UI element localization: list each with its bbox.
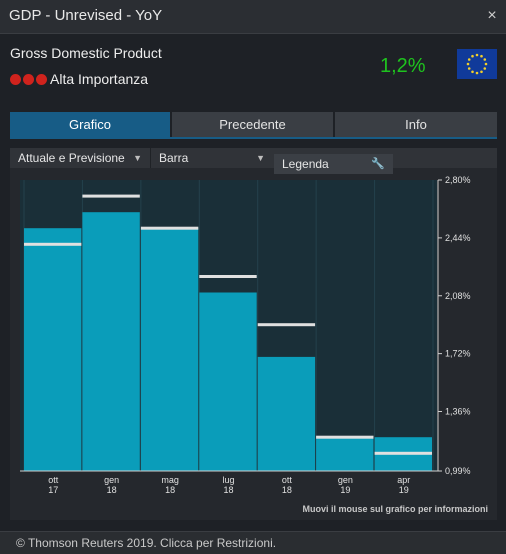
title-bar: GDP - Unrevised - YoY × — [0, 0, 506, 34]
forecast-marker[interactable] — [257, 323, 316, 327]
x-tick-label: mag — [161, 475, 179, 485]
eu-flag-icon — [457, 49, 497, 79]
x-tick-label: gen — [104, 475, 119, 485]
tab-bar: Grafico Precedente Info — [10, 112, 497, 137]
flag-star — [471, 70, 474, 74]
x-tick-label: 18 — [282, 485, 292, 495]
legend-label: Legenda — [282, 157, 329, 171]
indicator-value: 1,2% — [380, 55, 426, 77]
x-tick-label: 18 — [107, 485, 117, 495]
x-tick-label: ott — [282, 475, 293, 485]
importance-dot-icon — [10, 73, 21, 85]
y-tick-label: 1,36% — [445, 407, 471, 417]
wrench-icon: 🔧 — [371, 158, 385, 170]
tab-info[interactable]: Info — [335, 112, 497, 137]
forecast-marker[interactable] — [140, 226, 199, 230]
tab-precedente[interactable]: Precedente — [172, 112, 333, 137]
importance-indicator: Alta Importanza — [10, 71, 148, 87]
y-tick-label: 2,80% — [445, 175, 471, 185]
x-tick-label: lug — [222, 475, 234, 485]
series-dropdown[interactable]: Attuale e Previsione ▼ — [10, 148, 150, 168]
forecast-marker[interactable] — [199, 275, 257, 278]
importance-label: Alta Importanza — [50, 71, 149, 87]
close-icon[interactable]: × — [487, 7, 497, 24]
actual-bar[interactable] — [24, 228, 82, 471]
x-tick-label: 17 — [48, 485, 58, 495]
window-title: GDP - Unrevised - YoY — [9, 7, 163, 24]
chevron-down-icon: ▼ — [133, 153, 142, 163]
x-tick-label: 18 — [165, 485, 175, 495]
series-dropdown-label: Attuale e Previsione — [18, 151, 125, 165]
flag-star — [484, 62, 488, 66]
chart-panel: Attuale e Previsione ▼ Barra ▼ Legenda 🔧… — [10, 148, 497, 520]
actual-bar[interactable] — [140, 228, 199, 471]
y-tick-label: 2,08% — [445, 291, 471, 301]
copyright-link[interactable]: © Thomson Reuters 2019. Clicca per Restr… — [16, 536, 277, 550]
chart-controls: Attuale e Previsione ▼ Barra ▼ — [10, 148, 497, 168]
x-tick-label: ott — [48, 475, 59, 485]
actual-bar[interactable] — [199, 292, 257, 472]
chart-type-dropdown[interactable]: Barra ▼ — [150, 148, 273, 168]
importance-dot-icon — [23, 73, 34, 85]
legend-button[interactable]: Legenda 🔧 — [274, 154, 393, 174]
flag-star — [483, 58, 487, 61]
forecast-marker[interactable] — [374, 451, 432, 455]
y-tick-label: 2,44% — [445, 233, 471, 243]
flag-star — [467, 58, 471, 61]
flag-star — [467, 67, 471, 70]
flag-star — [475, 53, 479, 57]
chart-hint: Muovi il mouse sul grafico per informazi… — [302, 504, 488, 514]
flag-star — [471, 54, 474, 58]
actual-bar[interactable] — [257, 356, 316, 471]
flag-star — [466, 62, 470, 66]
x-tick-label: apr — [397, 475, 410, 485]
tab-underline — [10, 137, 497, 139]
forecast-marker[interactable] — [82, 194, 140, 198]
flag-star — [475, 71, 479, 75]
x-tick-label: 19 — [340, 485, 350, 495]
chevron-down-icon: ▼ — [256, 153, 265, 163]
chart-type-label: Barra — [159, 151, 189, 165]
y-tick-label: 0,99% — [445, 466, 471, 476]
flag-star — [480, 70, 483, 74]
actual-bar[interactable] — [316, 437, 374, 471]
flag-star — [480, 54, 483, 58]
x-tick-label: 18 — [223, 485, 233, 495]
forecast-marker[interactable] — [316, 435, 374, 439]
tab-grafico[interactable]: Grafico — [10, 112, 170, 137]
importance-dot-icon — [36, 73, 47, 85]
indicator-name: Gross Domestic Product — [10, 45, 162, 61]
x-tick-label: gen — [338, 475, 353, 485]
y-tick-label: 1,72% — [445, 349, 471, 359]
forecast-marker[interactable] — [24, 242, 82, 246]
x-tick-label: 19 — [399, 485, 409, 495]
flag-star — [483, 67, 487, 70]
footer: © Thomson Reuters 2019. Clicca per Restr… — [0, 531, 506, 554]
actual-bar[interactable] — [82, 212, 140, 471]
